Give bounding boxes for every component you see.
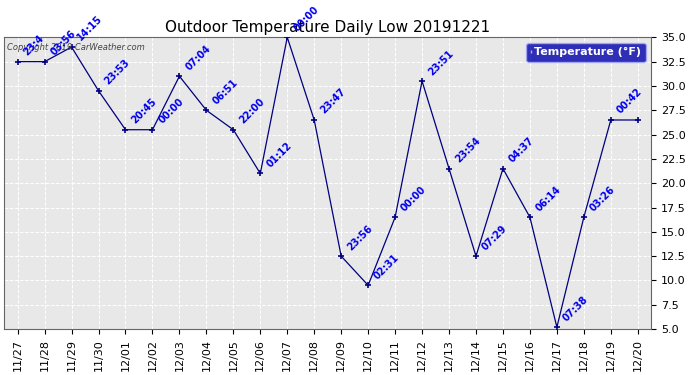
Title: Outdoor Temperature Daily Low 20191221: Outdoor Temperature Daily Low 20191221: [165, 20, 491, 35]
Text: 22:00: 22:00: [237, 97, 266, 126]
Text: 03:26: 03:26: [588, 184, 617, 213]
Text: 00:00: 00:00: [291, 4, 320, 33]
Text: 23:47: 23:47: [318, 87, 347, 116]
Text: 07:04: 07:04: [184, 43, 213, 72]
Text: 00:00: 00:00: [400, 184, 428, 213]
Text: 23:56: 23:56: [346, 223, 375, 252]
Text: 03:56: 03:56: [49, 28, 78, 57]
Text: 04:37: 04:37: [507, 135, 536, 165]
Text: Copyright 2019 CarWeather.com: Copyright 2019 CarWeather.com: [8, 43, 145, 52]
Text: 01:12: 01:12: [264, 140, 293, 170]
Text: 02:31: 02:31: [373, 252, 402, 281]
Text: 23:4: 23:4: [22, 33, 46, 57]
Text: 20:45: 20:45: [130, 97, 159, 126]
Text: 00:42: 00:42: [615, 87, 644, 116]
Text: 23:53: 23:53: [103, 58, 132, 87]
Text: 07:29: 07:29: [480, 223, 509, 252]
Text: 23:54: 23:54: [453, 135, 482, 165]
Text: 23:51: 23:51: [426, 48, 455, 77]
Text: 06:14: 06:14: [534, 184, 563, 213]
Legend: Temperature (°F): Temperature (°F): [526, 43, 646, 62]
Text: 14:15: 14:15: [76, 14, 105, 43]
Text: 00:00: 00:00: [157, 97, 186, 126]
Text: 07:38: 07:38: [561, 294, 590, 323]
Text: 06:51: 06:51: [210, 77, 239, 106]
